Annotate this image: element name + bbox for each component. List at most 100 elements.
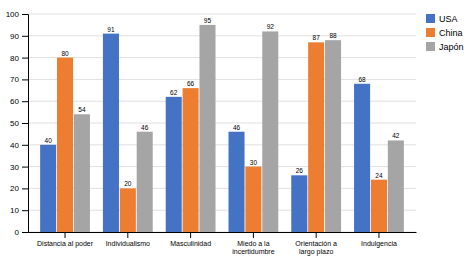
data-label: 88 — [329, 32, 337, 39]
tick-mark — [22, 36, 28, 37]
data-labels: 409162462668802066308724544695928842 — [45, 17, 400, 188]
tick-mark — [22, 188, 28, 189]
data-label: 46 — [141, 124, 149, 131]
y-axis: 0 10 20 30 40 50 60 70 80 90 100 — [6, 10, 29, 237]
data-label: 54 — [78, 106, 86, 113]
tick-label: Orientación alargo plazo — [295, 240, 337, 256]
bar — [166, 97, 182, 232]
tick-label-line: incertidumbre — [232, 248, 275, 255]
tick-mark — [22, 79, 28, 80]
tick-label-line: Masculinidad — [170, 240, 211, 247]
bar — [199, 25, 215, 232]
y-tick: 90 — [10, 32, 28, 41]
data-label: 40 — [45, 137, 53, 144]
tick-label-line: Individualismo — [106, 240, 150, 247]
series — [74, 25, 404, 232]
tick-mark — [22, 58, 28, 59]
tick-mark — [316, 232, 317, 238]
x-tick: Indulgencia — [361, 232, 397, 248]
axis-line — [29, 232, 417, 233]
y-tick: 30 — [10, 163, 28, 172]
tick-mark — [253, 232, 254, 238]
tick-mark — [22, 167, 28, 168]
bar — [245, 167, 261, 232]
tick-label-line: Distancia al poder — [37, 240, 94, 248]
legend-label: Japón — [439, 42, 464, 52]
bar — [74, 114, 90, 232]
legend-swatch — [426, 14, 435, 23]
bar — [40, 145, 56, 232]
tick-mark — [378, 232, 379, 238]
y-tick: 10 — [10, 206, 28, 215]
x-tick: Masculinidad — [170, 232, 211, 247]
tick-label: Indulgencia — [361, 240, 397, 248]
bar — [325, 40, 341, 232]
chart: 0 10 20 30 40 50 60 70 80 90 100 Distancia al poder… — [0, 0, 474, 264]
tick-label: 30 — [10, 163, 19, 172]
data-label: 62 — [170, 89, 178, 96]
data-label: 42 — [392, 132, 400, 139]
x-tick: Miedo a laincertidumbre — [232, 232, 275, 255]
tick-label: 70 — [10, 75, 19, 84]
tick-mark — [127, 232, 128, 238]
tick-label: Individualismo — [106, 240, 150, 247]
data-label: 80 — [61, 50, 69, 57]
tick-label: 80 — [10, 54, 19, 63]
tick-label-line: Miedo a la — [237, 240, 269, 247]
y-tick: 40 — [10, 141, 28, 150]
data-label: 91 — [107, 26, 115, 33]
x-tick: Individualismo — [106, 232, 150, 247]
tick-label: Masculinidad — [170, 240, 211, 247]
data-label: 68 — [358, 76, 366, 83]
legend-label: USA — [439, 14, 458, 24]
legend-item: China — [426, 28, 463, 38]
tick-label-line: Orientación a — [295, 240, 337, 247]
legend-item: Japón — [426, 42, 464, 52]
bar — [354, 84, 370, 232]
tick-label: 50 — [10, 119, 19, 128]
tick-mark — [65, 232, 66, 238]
y-tick: 60 — [10, 97, 28, 106]
data-label: 26 — [296, 167, 304, 174]
tick-label: 0 — [15, 228, 20, 237]
grid-line — [28, 57, 416, 58]
tick-mark — [22, 145, 28, 146]
tick-label: 100 — [6, 10, 20, 19]
tick-mark — [22, 101, 28, 102]
legend-swatch — [426, 28, 435, 37]
y-tick: 20 — [10, 184, 28, 193]
tick-label: 60 — [10, 97, 19, 106]
tick-label: Miedo a laincertidumbre — [232, 240, 275, 255]
x-tick: Orientación alargo plazo — [295, 232, 337, 256]
tick-label-line: largo plazo — [299, 248, 333, 256]
bar — [308, 42, 324, 232]
grid — [28, 14, 416, 232]
bar — [388, 140, 404, 232]
y-tick: 0 — [15, 228, 28, 237]
bars — [40, 25, 404, 232]
legend-swatch — [426, 42, 435, 51]
tick-label: 40 — [10, 141, 19, 150]
bar — [183, 88, 199, 232]
data-label: 46 — [233, 124, 241, 131]
bar — [371, 180, 387, 232]
y-tick: 50 — [10, 119, 28, 128]
tick-mark — [22, 123, 28, 124]
tick-mark — [22, 210, 28, 211]
tick-label: 20 — [10, 184, 19, 193]
tick-mark — [22, 232, 28, 233]
y-tick: 80 — [10, 54, 28, 63]
bar — [228, 132, 244, 232]
data-label: 30 — [250, 159, 258, 166]
bar — [137, 132, 153, 232]
grid-line — [28, 14, 416, 15]
axis-line — [22, 15, 29, 233]
tick-mark — [22, 14, 28, 15]
data-label: 24 — [375, 172, 383, 179]
data-label: 92 — [267, 23, 275, 30]
y-tick: 70 — [10, 75, 28, 84]
bar — [103, 34, 119, 232]
x-tick: Distancia al poder — [37, 232, 94, 248]
data-label: 66 — [187, 80, 195, 87]
tick-label-line: Indulgencia — [361, 240, 397, 248]
